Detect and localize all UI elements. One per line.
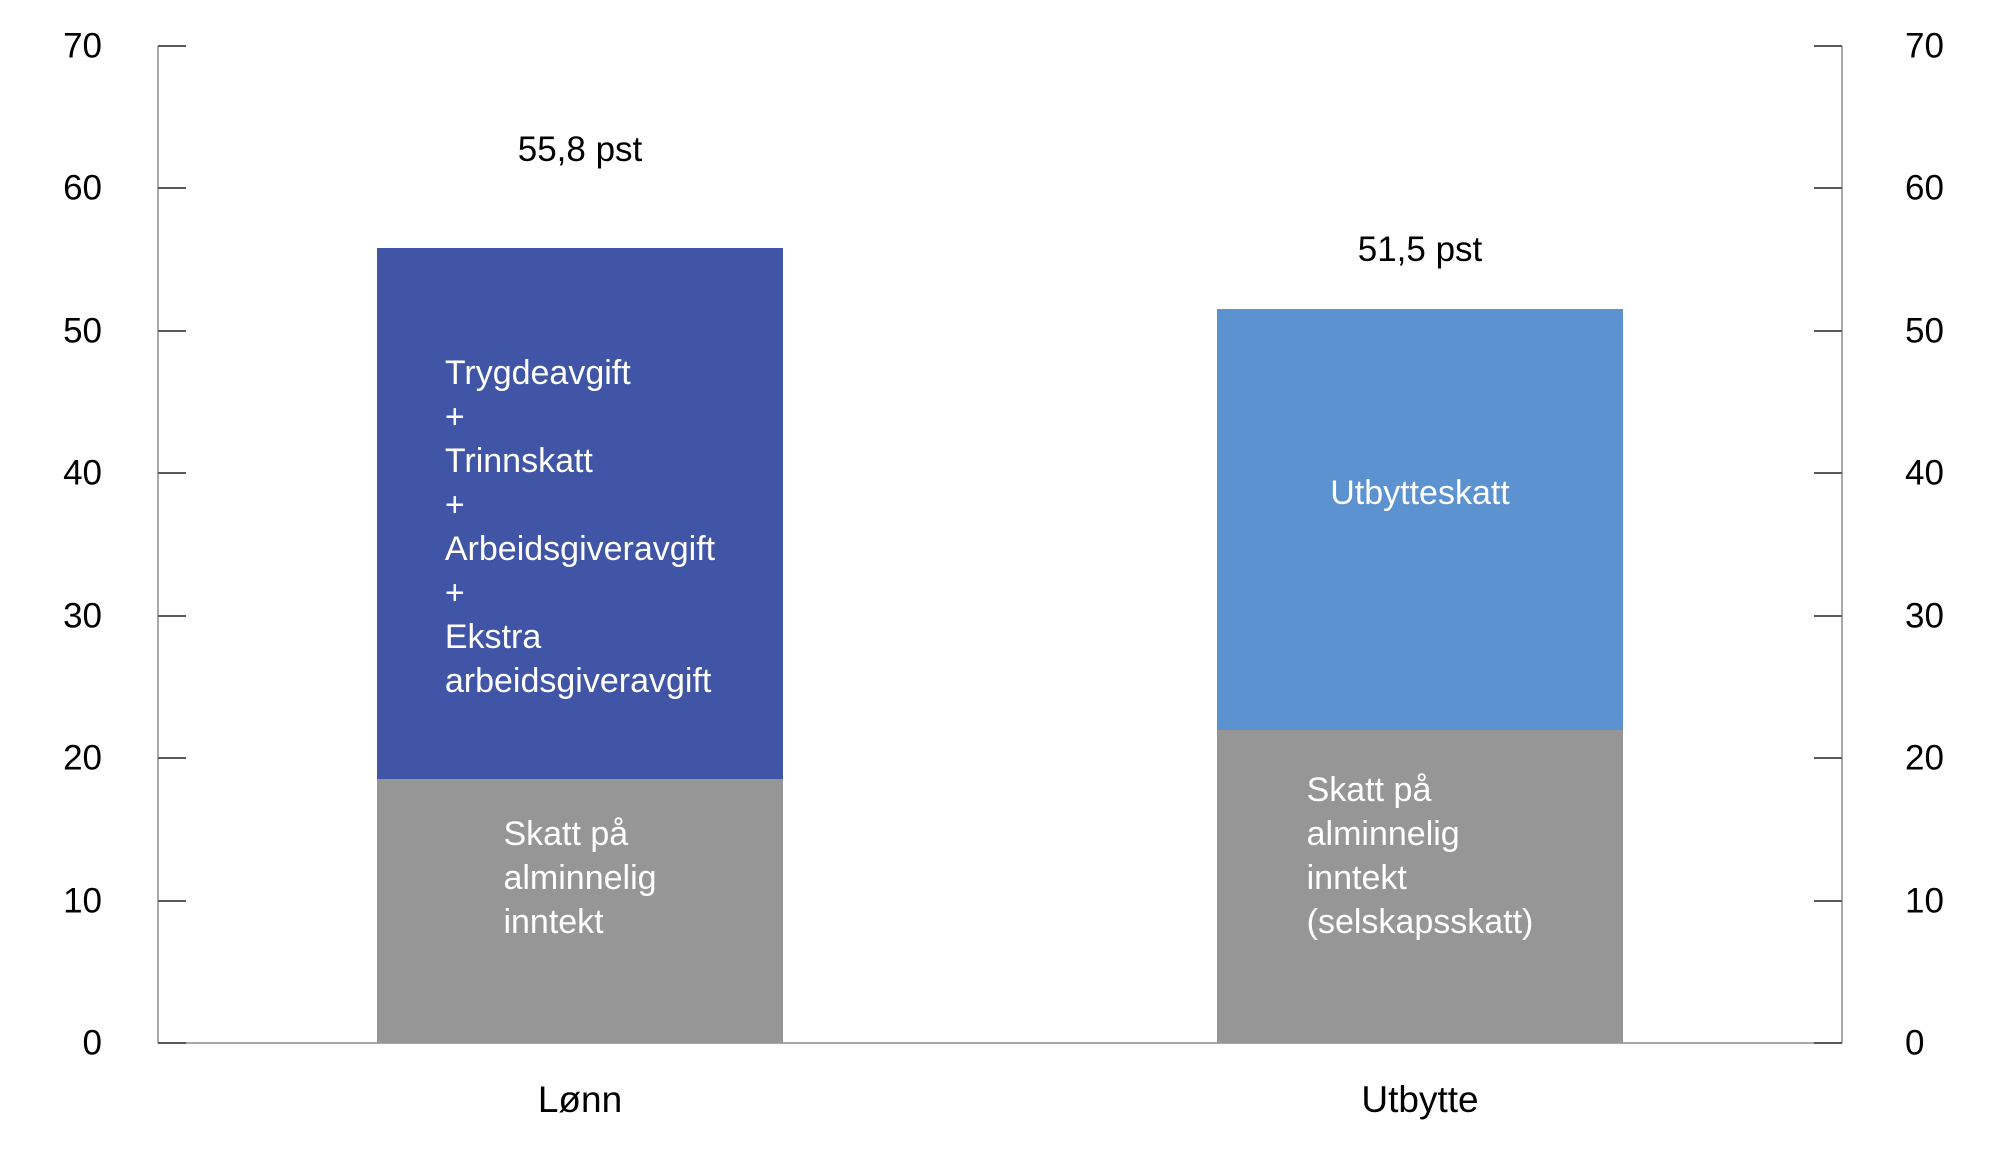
y-tick-mark-right: [1814, 472, 1842, 474]
y-tick-label-left: 20: [63, 738, 102, 778]
bar-segment-trygdeavgift-trinnskatt-arbeidsgiveravgift-ekstra-arbeidsgiveravgift: Trygdeavgift + Trinnskatt + Arbeidsgiver…: [377, 247, 783, 780]
x-category-label: Lønn: [537, 1079, 623, 1120]
y-tick-mark-left: [158, 472, 186, 474]
y-tick-label-right: 10: [1905, 881, 1944, 920]
y-tick-mark-left: [158, 614, 186, 617]
y-tick-label-right: 0: [1905, 1023, 1925, 1063]
bar-segment-label: Utbytteskatt: [1330, 474, 1510, 513]
y-tick-label-left: 70: [63, 26, 102, 65]
bar-total-label: 55,8 pst: [517, 130, 643, 169]
y-tick-label-left: 10: [63, 881, 102, 920]
bar-segment-label: Skatt på alminnelig inntekt: [503, 815, 657, 942]
y-tick-mark-left: [158, 899, 186, 902]
x-category-label: Utbytte: [1361, 1079, 1479, 1120]
x-axis-line: [158, 1042, 1842, 1044]
y-tick-mark-left: [158, 187, 186, 189]
y-tick-mark-right: [1814, 614, 1842, 617]
y-tick-mark-left: [158, 329, 186, 332]
y-tick-mark-right: [1814, 1042, 1842, 1044]
y-tick-label-left: 30: [63, 596, 102, 635]
y-tick-label-right: 40: [1905, 453, 1944, 493]
y-tick-label-right: 70: [1905, 26, 1944, 65]
y-tick-mark-left: [158, 44, 186, 47]
y-tick-label-left: 40: [63, 453, 102, 493]
y-tick-mark-right: [1814, 899, 1842, 902]
y-axis-line-right: [1841, 45, 1843, 1043]
bar-segment-skatt-p-alminnelig-inntekt-selskapsskatt: Skatt på alminnelig inntekt (selskapsska…: [1217, 729, 1623, 1043]
y-axis-line-left: [157, 45, 159, 1043]
y-tick-mark-left: [158, 1042, 186, 1044]
y-tick-label-right: 50: [1905, 311, 1944, 350]
y-tick-label-left: 50: [63, 311, 102, 350]
y-tick-mark-right: [1814, 757, 1842, 759]
y-tick-mark-left: [158, 757, 186, 759]
bar-segment-utbytteskatt: Utbytteskatt: [1217, 309, 1623, 730]
bar-total-label: 51,5 pst: [1357, 230, 1483, 269]
y-tick-label-right: 60: [1905, 168, 1944, 208]
y-tick-mark-right: [1814, 187, 1842, 189]
bar-segment-label: Trygdeavgift + Trinnskatt + Arbeidsgiver…: [444, 353, 716, 700]
y-tick-label-right: 30: [1905, 596, 1944, 635]
y-tick-label-left: 0: [82, 1023, 102, 1063]
y-tick-mark-right: [1814, 44, 1842, 47]
bar-segment-skatt-p-alminnelig-inntekt: Skatt på alminnelig inntekt: [377, 779, 783, 1043]
y-tick-label-left: 60: [63, 168, 102, 208]
bar-segment-label: Skatt på alminnelig inntekt (selskapsska…: [1306, 771, 1534, 942]
y-tick-mark-right: [1814, 329, 1842, 332]
y-tick-label-right: 20: [1905, 738, 1944, 778]
